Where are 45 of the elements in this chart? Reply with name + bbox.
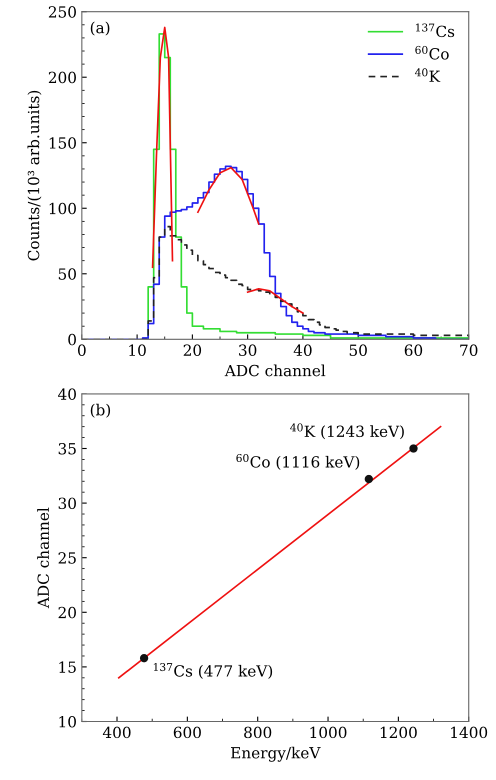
legend-label: $^{60}$Co [415, 46, 449, 60]
y-tick-label: 100 [50, 202, 76, 214]
x-tick-label: 0 [78, 344, 86, 356]
y-axis-title: Counts/(10³ arb.units) [27, 90, 42, 260]
point [364, 474, 373, 484]
y-tick-label: 10 [59, 716, 76, 728]
x-tick-label: 70 [460, 344, 478, 356]
x-tick-label: 1400 [451, 726, 488, 738]
x-tick-label: 60 [404, 344, 422, 356]
y-tick-label: 0 [68, 334, 76, 346]
x-tick-label: 600 [174, 726, 201, 738]
y-tick-label: 30 [58, 498, 76, 510]
annotation: (a) [90, 22, 110, 36]
y-axis-title: ADC channel [37, 508, 50, 608]
point [140, 654, 148, 662]
annotation: $^{60}$Co (1116 keV) [236, 454, 360, 470]
annotation: $^{40}$K (1243 keV) [290, 423, 404, 440]
y-tick-label: 15 [59, 661, 76, 673]
legend-label: $^{40}$K [414, 68, 440, 82]
point [409, 444, 418, 453]
x-tick-label: 40 [294, 344, 312, 356]
x-tick-label: 400 [102, 726, 131, 738]
line-series [152, 26, 174, 268]
x-axis-title: Energy/keV [231, 746, 321, 762]
x-tick-label: 1200 [380, 726, 417, 738]
x-tick-label: 1000 [310, 726, 346, 738]
x-tick-label: 800 [244, 726, 272, 738]
y-tick-label: 150 [50, 137, 76, 149]
y-tick-label: 20 [58, 606, 76, 618]
y-tick-label: 35 [58, 442, 76, 455]
x-axis-title: ADC channel [224, 364, 326, 376]
y-tick-label: 250 [48, 6, 76, 18]
y-tick-label: 200 [48, 72, 76, 84]
y-tick-label: 50 [58, 268, 76, 280]
annotation: (b) [90, 404, 110, 418]
legend-label: $^{137}$Cs [416, 23, 454, 38]
annotation: $^{137}$Cs (477 keV) [154, 662, 272, 679]
y-tick-label: 40 [58, 388, 76, 400]
x-tick-label: 30 [239, 344, 256, 356]
x-tick-label: 10 [129, 344, 146, 356]
x-tick-label: 50 [350, 344, 367, 356]
x-tick-label: 20 [184, 344, 202, 356]
line-series [197, 166, 260, 225]
y-tick-label: 25 [58, 552, 76, 564]
line-series [246, 288, 304, 314]
